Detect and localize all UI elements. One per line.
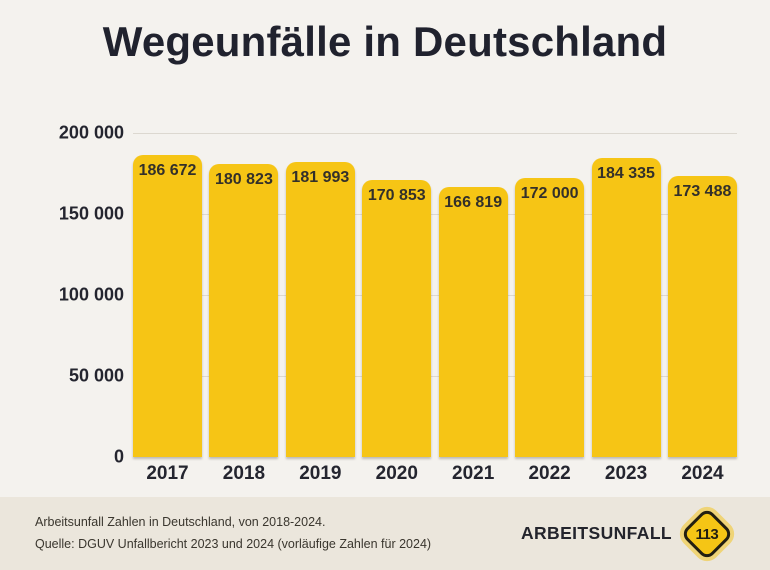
bar-2022: 172 000 <box>515 178 585 457</box>
bar-value-label: 180 823 <box>215 171 273 189</box>
gridline <box>133 214 737 215</box>
footer-caption-line2: Quelle: DGUV Unfallbericht 2023 und 2024… <box>35 536 432 551</box>
x-tick-label: 2021 <box>452 463 495 484</box>
bar-value-label: 170 853 <box>367 187 426 205</box>
y-tick-label: 0 <box>113 446 124 467</box>
plot-area: 186 672 180 823 181 993 170 853 166 819 172 0… <box>133 133 737 457</box>
y-tick-label: 200 000 <box>58 122 124 143</box>
bar-value-label: 181 993 <box>291 169 350 187</box>
road-sign-113-icon: 113 <box>680 506 734 561</box>
bar-value-label: 184 335 <box>597 165 655 183</box>
x-tick-label: 2022 <box>528 463 571 484</box>
brand-logo: ARBEITSUNFALL 113 <box>520 506 734 561</box>
bar-value-label: 166 819 <box>444 193 503 211</box>
bar-2017: 186 672 <box>133 154 202 457</box>
footer: Arbeitsunfall Zahlen in Deutschland, von… <box>0 497 770 570</box>
footer-caption-line1: Arbeitsunfall Zahlen in Deutschland, von… <box>35 515 326 530</box>
gridline <box>133 133 737 134</box>
bar-2023: 184 335 <box>591 158 661 457</box>
bar-2020: 170 853 <box>362 180 432 457</box>
bar-2018: 180 823 <box>209 164 279 457</box>
bar-series: 186 672 180 823 181 993 170 853 166 819 172 0… <box>133 133 737 457</box>
bar-2024: 173 488 <box>667 175 737 457</box>
bar-2021: 166 819 <box>438 186 508 457</box>
brand-name: ARBEITSUNFALL <box>520 523 672 543</box>
footer-caption: Arbeitsunfall Zahlen in Deutschland, von… <box>35 512 431 555</box>
bar-2019: 181 993 <box>285 162 355 457</box>
y-axis: 200 000 150 000 100 000 50 000 0 <box>0 123 124 467</box>
gridline <box>133 376 737 377</box>
x-tick-label: 2023 <box>604 463 648 484</box>
y-tick-label: 100 000 <box>58 284 124 305</box>
x-tick-label: 2020 <box>375 463 418 484</box>
x-tick-label: 2019 <box>299 463 342 484</box>
gridline <box>133 295 737 296</box>
bar-value-label: 186 672 <box>138 161 197 179</box>
badge-number: 113 <box>695 524 719 542</box>
x-axis: 2017 2018 2019 2020 2021 2022 2023 2024 <box>133 463 737 485</box>
bar-value-label: 173 488 <box>673 182 732 200</box>
y-tick-label: 50 000 <box>68 365 124 386</box>
x-tick-label: 2024 <box>681 463 724 484</box>
x-tick-label: 2018 <box>222 463 266 484</box>
y-tick-label: 150 000 <box>58 203 124 224</box>
bar-value-label: 172 000 <box>520 185 579 203</box>
x-tick-label: 2017 <box>146 463 189 484</box>
chart-title: Wegeunfälle in Deutschland <box>102 18 668 65</box>
